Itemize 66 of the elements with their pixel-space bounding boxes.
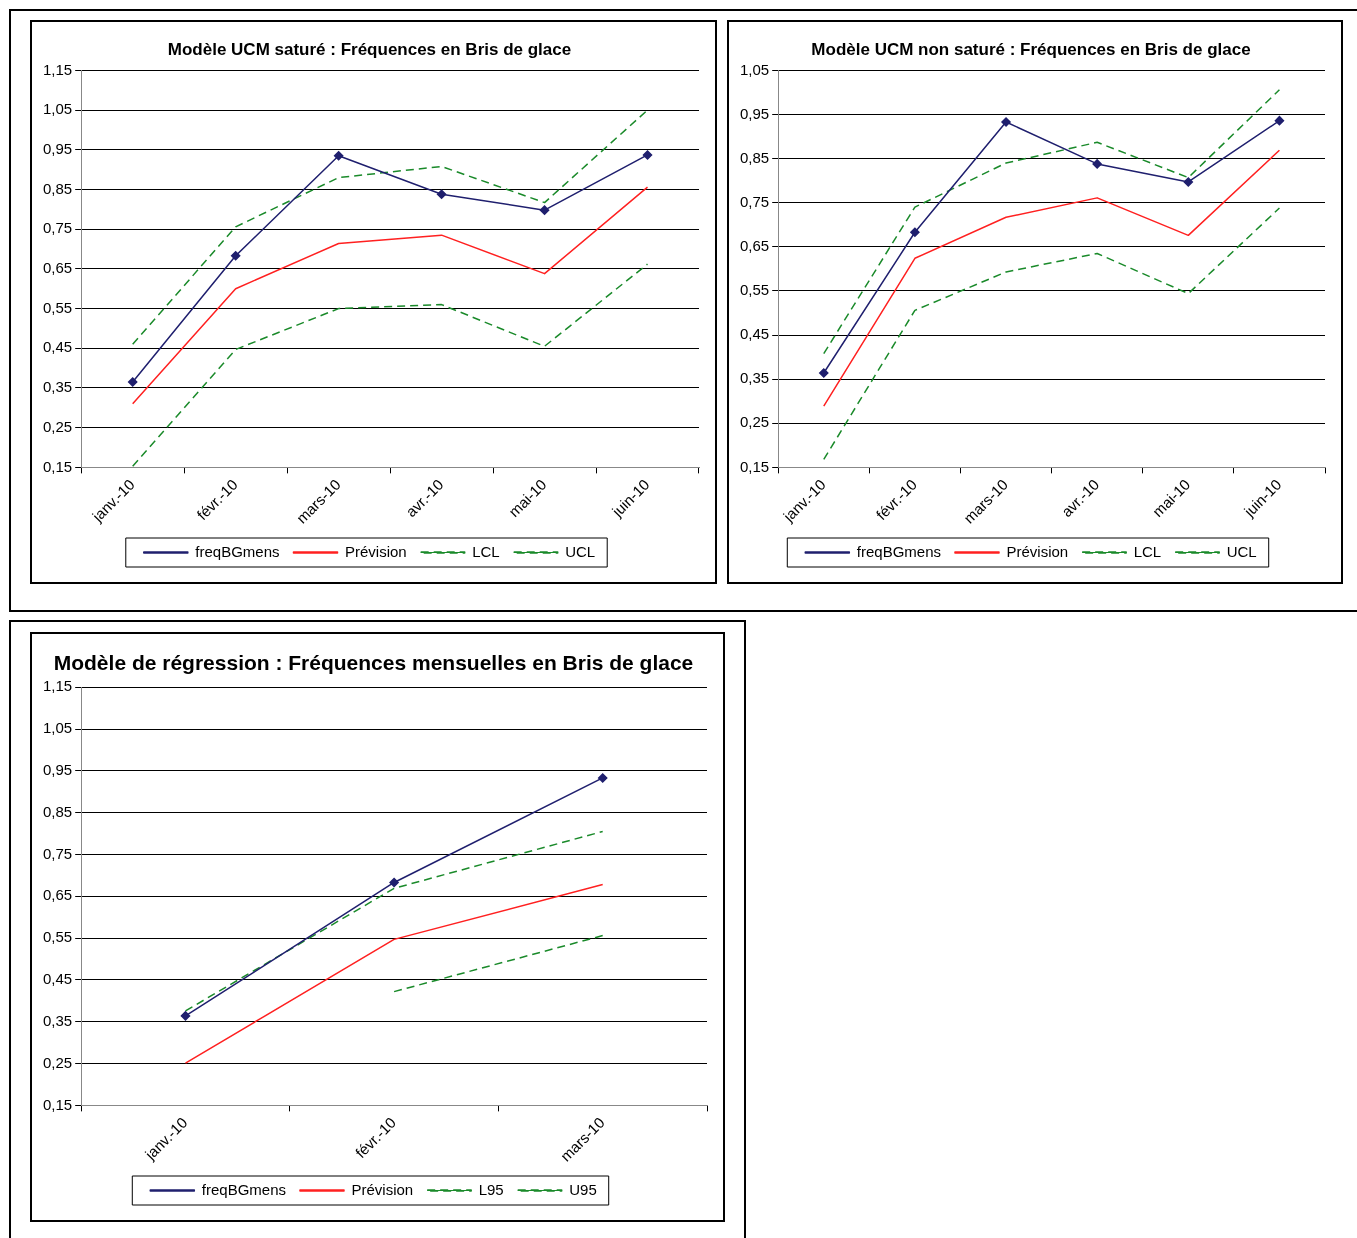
point <box>642 150 653 160</box>
legend-label: Prévision <box>344 542 407 560</box>
y-tick-label: 0,95 <box>739 104 770 122</box>
legend-label: Prévision <box>1006 542 1069 560</box>
legend-label: Prévision <box>351 1180 414 1198</box>
point <box>1092 159 1102 169</box>
y-tick-label: 0,85 <box>739 148 770 166</box>
y-tick-label: 0,55 <box>739 281 770 299</box>
y-tick-label: 0,65 <box>42 886 73 904</box>
chart-title: Modèle de régression : Fréquences mensuelles en Bris de glace <box>53 651 694 675</box>
y-tick-label: 0,15 <box>739 457 770 475</box>
point <box>180 1011 191 1021</box>
y-tick-label: 0,15 <box>42 1095 73 1113</box>
y-tick-label: 1,05 <box>42 100 73 118</box>
point <box>819 368 829 378</box>
y-tick-label: 0,15 <box>42 457 73 475</box>
legend-label: freqBGmens <box>856 542 941 560</box>
line-series <box>131 109 649 346</box>
legend-label: freqBGmens <box>201 1180 286 1198</box>
point <box>1001 117 1011 127</box>
y-tick-label: 0,55 <box>42 928 73 946</box>
y-tick-label: 0,45 <box>42 970 73 988</box>
point <box>389 877 399 888</box>
point <box>127 377 138 387</box>
y-tick-label: 0,25 <box>42 1053 73 1071</box>
point <box>910 227 920 238</box>
y-tick-label: 1,05 <box>739 60 770 78</box>
y-tick-label: 0,25 <box>739 413 770 431</box>
y-tick-label: 0,55 <box>42 298 73 316</box>
y-tick-label: 0,95 <box>42 139 73 157</box>
legend-label: L95 <box>478 1180 504 1198</box>
line-series <box>823 89 1281 355</box>
point <box>1183 177 1194 187</box>
y-tick-label: 0,45 <box>42 338 73 356</box>
y-tick-label: 0,35 <box>42 1011 73 1029</box>
legend-label: U95 <box>569 1180 597 1198</box>
chart-title: Modèle UCM saturé : Fréquences en Bris de glace <box>167 39 572 59</box>
y-tick-label: 0,65 <box>42 259 73 277</box>
point <box>597 773 608 783</box>
y-tick-label: 0,95 <box>42 760 73 778</box>
point <box>230 251 241 261</box>
line-series <box>823 207 1281 461</box>
y-tick-label: 1,15 <box>42 677 73 695</box>
y-tick-label: 1,15 <box>42 60 73 78</box>
y-tick-label: 0,85 <box>42 179 73 197</box>
point <box>539 205 550 215</box>
y-tick-label: 0,45 <box>739 325 770 343</box>
legend-label: freqBGmens <box>195 542 280 560</box>
y-tick-label: 0,75 <box>42 219 73 237</box>
legend-label: UCL <box>1226 542 1257 560</box>
legend-label: LCL <box>1133 542 1162 560</box>
line-series <box>131 263 649 467</box>
y-tick-label: 0,65 <box>739 236 770 254</box>
point <box>436 189 447 200</box>
y-tick-label: 0,25 <box>42 417 73 435</box>
point <box>333 151 344 161</box>
legend-label: UCL <box>565 542 596 560</box>
point <box>1274 115 1285 126</box>
y-tick-label: 0,75 <box>42 844 73 862</box>
y-tick-label: 0,75 <box>739 192 770 210</box>
legend-label: LCL <box>472 542 500 560</box>
y-tick-label: 0,35 <box>42 378 73 396</box>
chart-title: Modèle UCM non saturé : Fréquences en Bris de glace <box>811 39 1251 59</box>
y-tick-label: 1,05 <box>42 719 73 737</box>
y-tick-label: 0,85 <box>42 802 73 820</box>
y-tick-label: 0,35 <box>739 369 770 387</box>
